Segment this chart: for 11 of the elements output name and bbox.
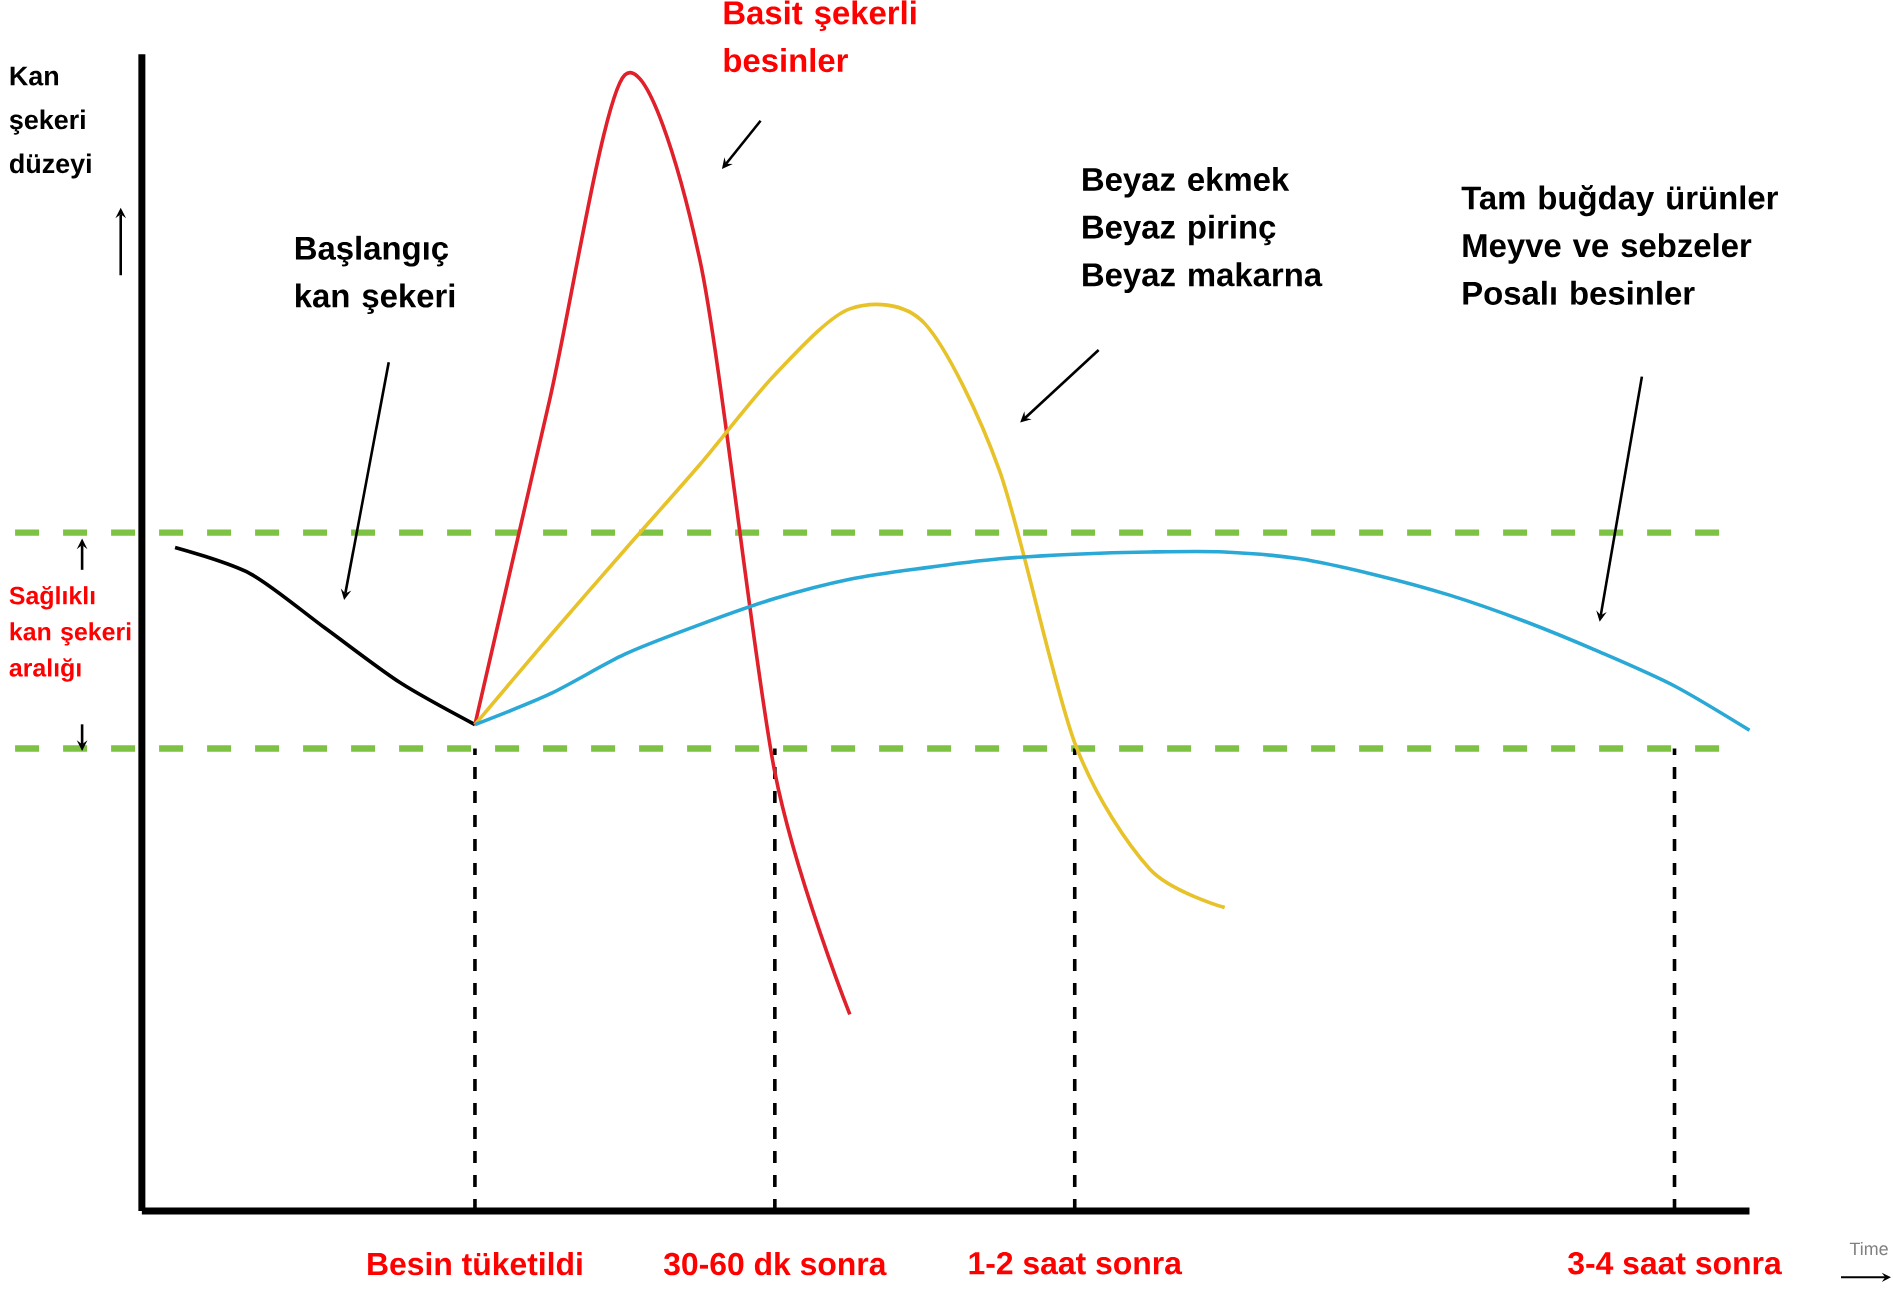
x-tick-label: Besin tüketildi	[368, 1251, 582, 1276]
text: Sağlıklı kan şekeri aralığı	[9, 585, 131, 682]
y-axis-title: Kan şekeri düzeyi	[9, 66, 91, 179]
x-tick-label: 3-4 saat sonra	[1568, 1251, 1782, 1275]
annotation: Başlangıç kan şekeri	[295, 235, 455, 315]
annotation: Beyaz ekmek Beyaz pirinç Beyaz makarna	[1083, 166, 1323, 293]
annotation: Tam buğday ürünler Meyve ve sebzeler Posalı besinler	[1461, 185, 1778, 305]
x-tick-label: 30-60 dk sonra	[663, 1251, 887, 1276]
text: Basit şekerli besinler	[724, 0, 916, 73]
x-axis-title: Time	[1849, 1241, 1888, 1256]
x-tick-label: 1-2 saat sonra	[969, 1251, 1183, 1275]
